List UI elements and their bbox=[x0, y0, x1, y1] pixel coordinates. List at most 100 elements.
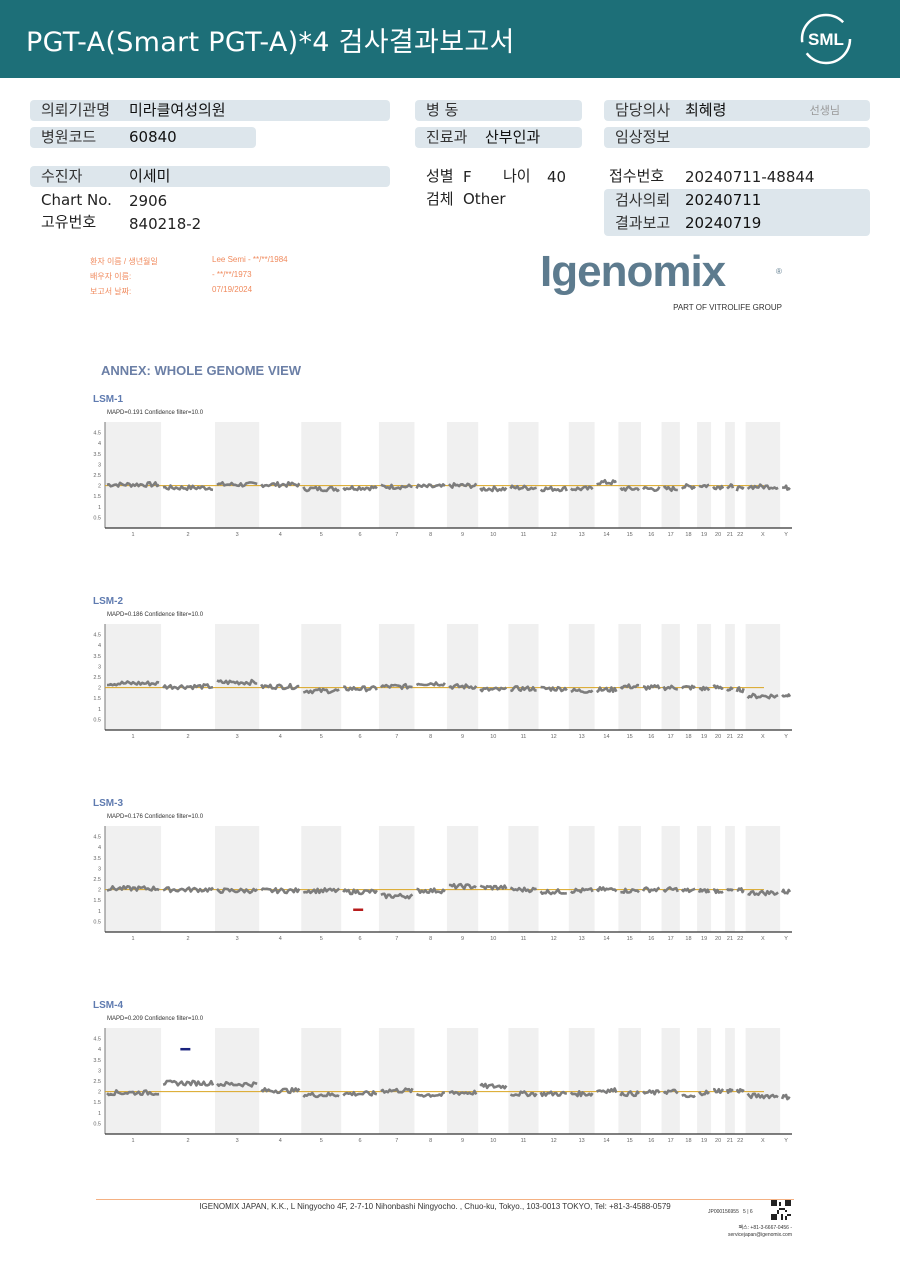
x-tick-label: X bbox=[761, 936, 765, 942]
copy-number-segment bbox=[448, 1089, 478, 1096]
copy-number-segment bbox=[260, 1086, 301, 1095]
x-tick-label: 15 bbox=[627, 734, 633, 740]
x-tick-label: 1 bbox=[132, 1138, 135, 1144]
y-tick-label: 2.5 bbox=[93, 877, 101, 883]
copy-number-segment bbox=[642, 1089, 661, 1096]
copy-number-segment bbox=[619, 1090, 641, 1098]
x-tick-label: Y bbox=[784, 936, 788, 942]
x-tick-label: 2 bbox=[187, 532, 190, 538]
y-tick-label: 1 bbox=[98, 707, 101, 713]
y-tick-label: 3.5 bbox=[93, 654, 101, 660]
x-tick-label: 1 bbox=[132, 532, 135, 538]
copy-number-segment bbox=[662, 1088, 679, 1095]
sex-value: F bbox=[463, 168, 472, 186]
y-tick-label: 3.5 bbox=[93, 856, 101, 862]
copy-number-segment bbox=[216, 678, 258, 686]
department-label: 진료과 bbox=[426, 128, 468, 146]
lab-report-date-label: 보고서 날짜: bbox=[90, 287, 132, 296]
copy-number-segment bbox=[680, 483, 697, 490]
x-tick-label: 7 bbox=[395, 734, 398, 740]
copy-number-segment bbox=[380, 1087, 414, 1094]
copy-number-segment bbox=[509, 1090, 538, 1098]
copy-number-segment bbox=[342, 685, 378, 693]
x-tick-label: 11 bbox=[521, 532, 527, 538]
chromosome-band bbox=[301, 826, 342, 932]
copy-number-segment bbox=[510, 685, 537, 693]
copy-number-segment bbox=[698, 685, 711, 692]
copy-number-segment bbox=[106, 884, 160, 892]
y-tick-label: 3 bbox=[98, 866, 101, 872]
x-tick-label: Y bbox=[784, 1138, 788, 1144]
copy-number-segment bbox=[746, 483, 779, 491]
x-tick-label: 3 bbox=[236, 936, 239, 942]
x-tick-label: Y bbox=[784, 532, 788, 538]
copy-number-segment bbox=[106, 1089, 160, 1097]
x-tick-label: 11 bbox=[521, 936, 527, 942]
chromosome-band bbox=[446, 826, 479, 932]
request-value: 20240711 bbox=[685, 191, 762, 209]
chromosome-band bbox=[301, 422, 342, 528]
x-tick-label: 7 bbox=[395, 532, 398, 538]
chromosome-band bbox=[105, 422, 162, 528]
x-tick-label: X bbox=[761, 532, 765, 538]
copy-number-segment bbox=[415, 1091, 446, 1098]
copy-number-segment bbox=[680, 887, 696, 894]
clinical-label: 임상정보 bbox=[615, 128, 671, 146]
chromosome-band bbox=[725, 1028, 735, 1134]
copy-number-segment bbox=[342, 888, 378, 896]
chromosome-band bbox=[745, 826, 781, 932]
y-tick-label: 3 bbox=[98, 664, 101, 670]
chromosome-band bbox=[697, 422, 712, 528]
y-tick-label: 0.5 bbox=[93, 717, 101, 723]
copy-number-segment bbox=[747, 889, 779, 897]
copy-number-segment bbox=[698, 483, 710, 489]
y-tick-label: 1 bbox=[98, 909, 101, 915]
x-tick-label: 3 bbox=[236, 1138, 239, 1144]
copy-number-segment bbox=[698, 1089, 711, 1097]
genome-plot-lsm-1: 4.543.532.521.510.51 2 3 4 5 6 7 8 9 10 11 12 13 14 15… bbox=[93, 422, 792, 538]
chromosome-band bbox=[105, 826, 162, 932]
chromosome-band bbox=[446, 1028, 479, 1134]
x-tick-label: 3 bbox=[236, 734, 239, 740]
copy-number-segment bbox=[662, 684, 678, 692]
x-tick-label: 14 bbox=[603, 1138, 609, 1144]
copy-number-segment bbox=[509, 886, 538, 894]
lab-partner-label: 배우자 이름: bbox=[90, 272, 132, 281]
chromosome-band bbox=[568, 624, 595, 730]
footer-doc-code-text: JP000156955 bbox=[708, 1209, 739, 1215]
footer-contact-line2: servicejapan@igenomix.com bbox=[728, 1232, 792, 1238]
age-value: 40 bbox=[547, 168, 567, 186]
x-tick-label: 14 bbox=[603, 734, 609, 740]
footer-contact-line1: 팩스: +81-3-6667-0456 - bbox=[738, 1225, 792, 1231]
copy-number-segment bbox=[726, 483, 735, 490]
copy-number-segment bbox=[342, 485, 378, 492]
footer-doc-code: JP000156955 5 | 6 bbox=[708, 1209, 753, 1215]
x-tick-label: 21 bbox=[727, 936, 733, 942]
chromosome-band bbox=[618, 826, 642, 932]
chromosome-band bbox=[215, 826, 260, 932]
y-tick-label: 4 bbox=[98, 845, 101, 851]
lab-partner-value: - **/**/1973 bbox=[212, 270, 252, 279]
copy-number-segment bbox=[302, 887, 341, 895]
x-tick-label: 22 bbox=[737, 734, 743, 740]
copy-number-segment bbox=[260, 480, 301, 489]
copy-number-segment bbox=[342, 1090, 378, 1097]
copy-number-segment bbox=[570, 687, 594, 694]
doctor-field: 담당의사 최혜령 선생님 bbox=[604, 100, 870, 121]
copy-number-segment bbox=[106, 480, 160, 488]
department-field: 진료과 산부인과 bbox=[415, 127, 582, 148]
x-tick-label: 1 bbox=[132, 734, 135, 740]
footer-divider bbox=[96, 1199, 794, 1200]
copy-number-segment bbox=[448, 683, 478, 690]
chromosome-band bbox=[568, 826, 595, 932]
chromosome-band bbox=[301, 624, 342, 730]
clinical-field: 임상정보 bbox=[604, 127, 870, 148]
x-tick-label: 3 bbox=[236, 532, 239, 538]
x-tick-label: 12 bbox=[551, 734, 557, 740]
x-tick-label: 18 bbox=[685, 1138, 691, 1144]
department-value: 산부인과 bbox=[485, 128, 541, 146]
report-label: 결과보고 bbox=[615, 214, 671, 232]
institution-label: 의뢰기관명 bbox=[41, 101, 111, 119]
receipt-label: 접수번호 bbox=[609, 167, 665, 185]
y-tick-label: 2 bbox=[98, 1090, 101, 1096]
